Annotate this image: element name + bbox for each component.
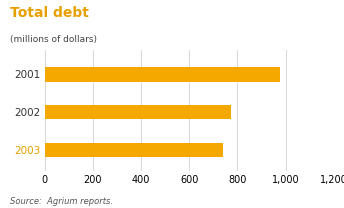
Text: (millions of dollars): (millions of dollars) [10, 35, 97, 44]
Bar [45, 143, 223, 157]
Bar [45, 67, 279, 82]
Bar [45, 105, 232, 119]
Text: Total debt: Total debt [10, 6, 89, 20]
Text: Source:  Agrium reports.: Source: Agrium reports. [10, 197, 113, 206]
